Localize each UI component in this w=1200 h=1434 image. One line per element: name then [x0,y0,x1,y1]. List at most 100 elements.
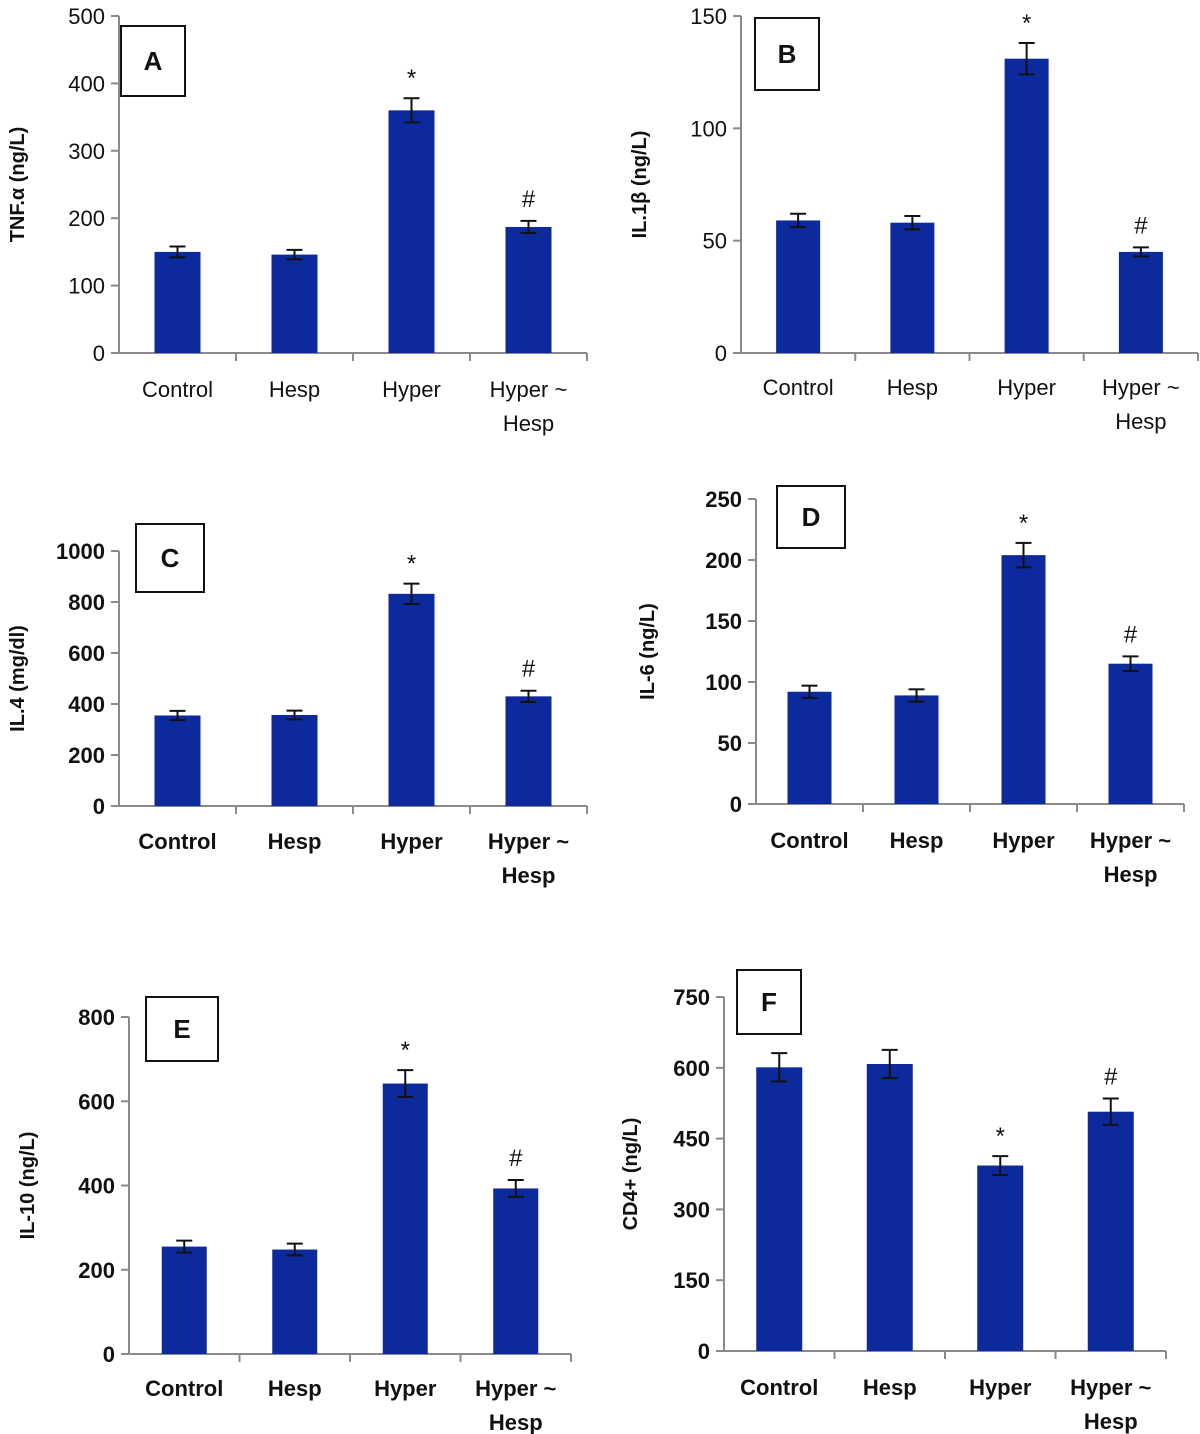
y-tick-label: 600 [673,1056,710,1081]
category-label: Hesp [1084,1409,1138,1434]
y-tick-label: 750 [673,985,710,1010]
significance-hash: # [509,1145,523,1172]
category-label: Hyper ~ [1070,1375,1151,1400]
y-tick-label: 600 [68,641,105,666]
bar [1087,1111,1134,1351]
panel-label: F [761,987,777,1017]
y-tick-label: 250 [705,487,742,512]
significance-hash: # [522,186,536,213]
bar [866,1064,913,1351]
y-tick-label: 0 [698,1339,710,1364]
bar [787,691,832,804]
y-tick-label: 400 [78,1174,115,1199]
y-axis-label: IL.4 (mg/dl) [7,625,29,732]
significance-star: * [1022,10,1031,37]
category-label: Control [770,828,848,853]
category-label: Hesp [863,1375,917,1400]
y-axis-label: IL-6 (ng/L) [637,603,659,700]
bar [271,714,318,806]
chart-panel-e: 0 200 400 600 800 Control Hesp * Hyper # Hyper ~ He… [17,996,572,1434]
bar [977,1165,1024,1351]
bar [890,222,935,353]
y-tick-label: 400 [68,71,105,96]
y-axis-label: TNF.α (ng/L) [7,127,29,243]
bar [271,254,318,353]
y-tick-label: 600 [78,1089,115,1114]
category-label: Hyper ~ [475,1376,556,1401]
y-tick-label: 200 [78,1258,115,1283]
significance-star: * [996,1123,1005,1150]
category-label: Hyper [382,377,441,402]
panel-label: E [173,1014,190,1044]
significance-star: * [407,551,416,578]
panel-label: A [144,46,163,76]
category-label: Hesp [268,1376,322,1401]
category-label: Hyper [969,1375,1032,1400]
y-tick-label: 0 [93,794,105,819]
category-label: Hyper ~ [1102,375,1180,400]
y-tick-label: 150 [690,4,727,29]
y-tick-label: 100 [705,670,742,695]
bar [1001,555,1046,804]
y-tick-label: 150 [673,1268,710,1293]
y-tick-label: 400 [68,692,105,717]
y-axis-label: IL-10 (ng/L) [17,1132,39,1240]
y-axis-label: IL.1β (ng/L) [629,131,651,239]
bar [493,1188,539,1354]
category-label: Hesp [503,411,554,436]
category-label: Hesp [489,1410,543,1434]
y-tick-label: 100 [690,116,727,141]
chart-panel-c: 0 200 400 600 800 1000 Control Hesp * Hyper # Hyper… [7,523,588,888]
y-tick-label: 500 [68,4,105,29]
chart-panel-a: 0 100 200 300 400 500 Control Hesp * Hyper # Hyper … [7,4,588,436]
bar [388,110,435,353]
y-tick-label: 0 [93,341,105,366]
category-label: Hesp [502,863,556,888]
y-tick-label: 1000 [56,539,105,564]
bar [1108,663,1153,804]
y-tick-label: 50 [718,731,742,756]
bar [161,1246,207,1354]
bar [505,696,552,806]
category-label: Hyper [374,1376,437,1401]
significance-star: * [1019,510,1028,537]
category-label: Hesp [269,377,320,402]
category-label: Hyper ~ [1090,828,1171,853]
y-tick-label: 800 [68,590,105,615]
category-label: Hesp [890,828,944,853]
y-tick-label: 200 [68,743,105,768]
category-label: Control [142,377,213,402]
bar [272,1249,318,1354]
y-tick-label: 0 [103,1342,115,1367]
bar [894,695,939,804]
chart-panel-b: 0 50 100 150 Control Hesp * Hyper # Hyper ~ Hesp IL… [629,4,1199,434]
y-tick-label: 200 [705,548,742,573]
bar [388,593,435,806]
panel-label: C [161,543,180,573]
y-tick-label: 200 [68,206,105,231]
significance-hash: # [1104,1063,1118,1090]
panel-label-box [145,996,219,1062]
category-label: Hesp [1104,862,1158,887]
panel-label-box [736,969,802,1035]
chart-panel-f: 0 150 300 450 600 750 Control Hesp * Hyper # Hyper … [620,969,1167,1434]
y-tick-label: 800 [78,1005,115,1030]
panel-label-box [754,17,820,91]
significance-hash: # [1124,621,1138,648]
bar [154,715,201,806]
y-tick-label: 0 [715,341,727,366]
panel-label-box [776,485,846,549]
category-label: Control [138,829,216,854]
category-label: Hyper [380,829,443,854]
chart-panel-d: 0 50 100 150 200 250 Control Hesp * Hyper # Hyper ~… [637,485,1185,887]
significance-star: * [407,65,416,92]
significance-star: * [401,1037,410,1064]
bar [756,1067,803,1351]
bar [154,251,201,353]
category-label: Hyper [997,375,1056,400]
bar [505,226,552,353]
panel-label-box [135,523,205,593]
bar [776,220,821,353]
bar [382,1083,428,1354]
